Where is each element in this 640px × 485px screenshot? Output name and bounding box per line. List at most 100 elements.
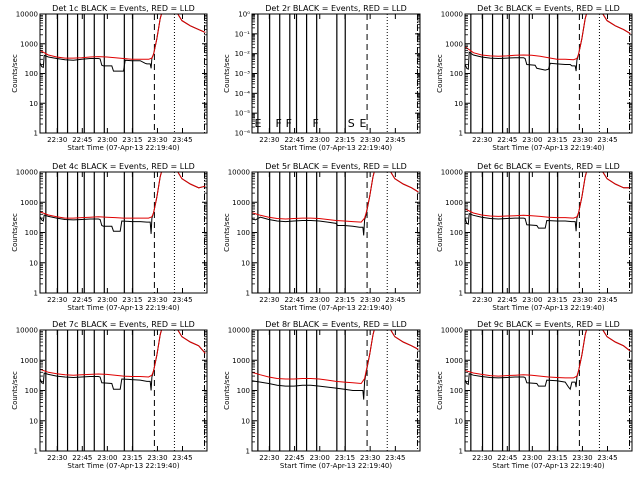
x-tick-label: 23:15 xyxy=(122,296,142,304)
x-tick-label: 23:45 xyxy=(172,136,192,144)
plot-area xyxy=(40,172,206,293)
lld-series-line xyxy=(465,172,631,219)
x-tick-label: 22:30 xyxy=(47,454,67,462)
y-axis-label: Counts/sec xyxy=(436,54,444,93)
y-tick-label: 1 xyxy=(34,290,38,298)
x-tick-label: 23:00 xyxy=(310,454,330,462)
y-axis-label: Counts/sec xyxy=(223,213,231,252)
event-marker-label: E xyxy=(255,117,262,130)
x-axis-label: Start Time (07-Apr-13 22:19:40) xyxy=(67,144,179,152)
y-axis-label: Counts/sec xyxy=(436,371,444,410)
x-tick-label: 22:45 xyxy=(72,296,92,304)
x-tick-label: 22:30 xyxy=(47,136,67,144)
panel-9: 1 10 100 1000 10000 22:30 22:45 23:00 23:15 23:30… xyxy=(436,320,633,470)
lld-series-line xyxy=(40,172,206,219)
plot-frame xyxy=(251,13,421,134)
x-tick-label: 23:45 xyxy=(385,136,405,144)
x-tick-label: 22:30 xyxy=(472,136,492,144)
y-tick-label: 10⁰ xyxy=(238,11,250,19)
y-tick-label: 1000 xyxy=(20,357,38,365)
x-tick-label: 23:30 xyxy=(572,136,592,144)
x-tick-label: 23:15 xyxy=(335,136,355,144)
y-tick-label: 1000 xyxy=(232,357,250,365)
panel-6: 1 10 100 1000 10000 22:30 22:45 23:00 23:15 23:30… xyxy=(436,162,633,312)
plot-frame xyxy=(39,329,208,452)
plot-frame xyxy=(464,329,633,452)
y-tick-label: 10000 xyxy=(228,327,250,335)
y-tick-label: 10⁻³ xyxy=(235,70,251,78)
x-tick-label: 23:30 xyxy=(572,296,592,304)
y-tick-label: 10⁻¹ xyxy=(235,30,251,38)
x-tick-label: 23:00 xyxy=(522,136,542,144)
panel-title: Det 7c BLACK = Events, RED = LLD xyxy=(52,320,195,329)
plot-frame xyxy=(39,13,208,134)
y-axis-label: Counts/sec xyxy=(436,213,444,252)
y-tick-label: 100 xyxy=(237,229,250,237)
x-axis-label: Start Time (07-Apr-13 22:19:40) xyxy=(67,304,179,312)
x-tick-label: 23:30 xyxy=(360,296,380,304)
x-axis-label: Start Time (07-Apr-13 22:19:40) xyxy=(492,462,604,470)
y-tick-label: 10 xyxy=(454,417,463,425)
y-tick-label: 10 xyxy=(29,417,38,425)
events-series-line xyxy=(252,330,419,400)
y-axis-label: Counts/sec xyxy=(11,54,19,93)
y-axis-label: Counts/sec xyxy=(223,371,231,410)
x-tick-label: 23:00 xyxy=(97,136,117,144)
y-tick-label: 1 xyxy=(459,448,463,456)
plot-area xyxy=(465,330,631,451)
lld-series-line xyxy=(465,330,631,379)
panel-title: Det 5r BLACK = Events, RED = LLD xyxy=(265,162,407,171)
x-tick-label: 22:45 xyxy=(497,296,517,304)
event-marker-label: F xyxy=(286,117,292,130)
y-tick-label: 10⁻² xyxy=(235,50,251,58)
panel-2: 10⁻⁶ 10⁻⁵ 10⁻⁴ 10⁻³ 10⁻² 10⁻¹ 10⁰ 22:30 22:45 23:… xyxy=(223,4,421,152)
x-tick-label: 23:00 xyxy=(310,296,330,304)
y-tick-label: 10000 xyxy=(441,169,463,177)
x-tick-label: 23:45 xyxy=(597,136,617,144)
event-marker-label: F xyxy=(312,117,318,130)
y-tick-label: 10000 xyxy=(16,169,38,177)
panel-5: 1 10 100 1000 10000 22:30 22:45 23:00 23:15 23:30… xyxy=(223,162,421,312)
y-tick-label: 10 xyxy=(454,100,463,108)
x-tick-label: 22:45 xyxy=(72,454,92,462)
plot-area xyxy=(252,172,419,293)
y-tick-label: 10 xyxy=(29,100,38,108)
panel-title: Det 4c BLACK = Events, RED = LLD xyxy=(52,162,195,171)
plot-area xyxy=(465,172,631,293)
events-series-line xyxy=(40,172,206,234)
x-tick-label: 23:00 xyxy=(522,454,542,462)
y-tick-label: 100 xyxy=(25,70,38,78)
x-axis-label: Start Time (07-Apr-13 22:19:40) xyxy=(280,304,392,312)
y-tick-label: 10 xyxy=(241,417,250,425)
x-tick-label: 23:00 xyxy=(97,296,117,304)
x-axis-label: Start Time (07-Apr-13 22:19:40) xyxy=(492,144,604,152)
x-tick-label: 23:00 xyxy=(97,454,117,462)
lld-series-line xyxy=(40,14,206,60)
y-tick-label: 100 xyxy=(450,229,463,237)
events-series-line xyxy=(252,172,419,236)
x-tick-label: 23:45 xyxy=(597,454,617,462)
x-tick-label: 23:30 xyxy=(147,296,167,304)
panel-3: 1 10 100 1000 10000 22:30 22:45 23:00 23:15 23:30… xyxy=(436,4,633,152)
y-tick-label: 1 xyxy=(459,290,463,298)
x-tick-label: 23:30 xyxy=(147,454,167,462)
y-tick-label: 10⁻⁴ xyxy=(235,90,251,98)
x-tick-label: 23:30 xyxy=(360,454,380,462)
panel-title: Det 1c BLACK = Events, RED = LLD xyxy=(52,4,195,13)
x-tick-label: 23:45 xyxy=(172,296,192,304)
lld-series-line xyxy=(252,330,419,385)
x-tick-label: 23:00 xyxy=(310,136,330,144)
panel-7: 1 10 100 1000 10000 22:30 22:45 23:00 23:15 23:30… xyxy=(11,320,208,470)
x-tick-label: 22:45 xyxy=(284,454,304,462)
x-tick-label: 23:45 xyxy=(385,454,405,462)
x-tick-label: 22:30 xyxy=(259,296,279,304)
x-axis-label: Start Time (07-Apr-13 22:19:40) xyxy=(280,144,392,152)
y-tick-label: 1000 xyxy=(445,40,463,48)
y-tick-label: 10 xyxy=(29,259,38,267)
event-marker-label: S xyxy=(348,117,355,130)
x-tick-label: 22:45 xyxy=(284,136,304,144)
x-tick-label: 22:45 xyxy=(72,136,92,144)
y-tick-label: 10000 xyxy=(16,327,38,335)
events-series-line xyxy=(40,14,206,72)
